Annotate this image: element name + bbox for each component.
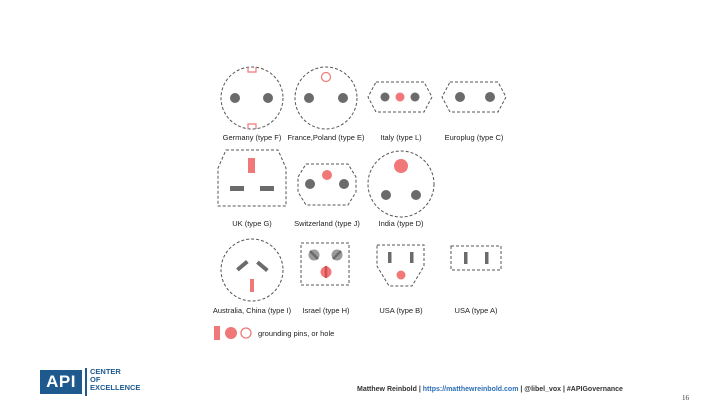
ground-pin-type-b: [396, 270, 406, 280]
legend-round-pin-icon: [225, 327, 237, 339]
legend-hole-icon: [240, 327, 252, 339]
outline-type-d: [367, 150, 435, 218]
legend-text: grounding pins, or hole: [258, 329, 335, 338]
ground-clip-top-type-f: [247, 67, 257, 73]
pin-type-c-left: [455, 92, 465, 102]
pin-type-f-left: [230, 93, 240, 103]
label-type-d: India (type D): [378, 219, 424, 228]
footer-credit: Matthew Reinbold | https://matthewreinbo…: [357, 386, 623, 393]
pin-type-c-right: [485, 92, 495, 102]
outline-type-l: [367, 81, 433, 113]
logo-line-2: OF: [90, 375, 101, 384]
pin-type-b-right: [410, 252, 414, 263]
pin-type-l-left: [380, 92, 390, 102]
label-type-c: Europlug (type C): [444, 133, 504, 142]
footer-social: | @libel_vox | #APIGovernance: [520, 386, 623, 393]
label-type-f: Germany (type F): [222, 133, 282, 142]
pin-type-g-right: [260, 186, 274, 191]
ground-pin-type-i: [250, 279, 254, 292]
pin-type-d-left: [381, 190, 391, 200]
ground-pin-type-d: [394, 159, 408, 173]
label-type-j: Switzerland (type J): [294, 219, 360, 228]
outline-type-f: [220, 66, 284, 130]
footer-author: Matthew Reinbold |: [357, 386, 421, 393]
pin-type-e-right: [338, 93, 348, 103]
api-center-of-excellence-logo: API CENTER OF EXCELLENCE: [40, 366, 160, 396]
outline-type-j: [297, 163, 357, 206]
outline-type-i: [220, 238, 284, 302]
outline-type-e: [294, 66, 358, 130]
ground-pin-type-g: [248, 158, 255, 173]
outline-type-b: [376, 244, 425, 287]
pin-type-a-left: [464, 252, 468, 264]
pin-type-e-left: [304, 93, 314, 103]
page-number: 16: [682, 394, 689, 402]
pin-type-f-right: [263, 93, 273, 103]
legend-pin-icon: [214, 326, 220, 340]
ground-pin-type-j: [322, 170, 332, 180]
pin-type-g-left: [230, 186, 244, 191]
outline-type-h: [300, 242, 350, 286]
pin-type-a-right: [485, 252, 489, 264]
logo-line-1: CENTER: [90, 367, 121, 376]
logo-divider: [85, 368, 87, 396]
ground-clip-bottom-type-f: [247, 123, 257, 129]
outline-type-g: [217, 149, 287, 207]
pin-type-d-right: [411, 190, 421, 200]
label-type-e: France,Poland (type E): [287, 133, 365, 142]
outline-type-a: [450, 245, 502, 271]
logo-mark: API: [40, 370, 82, 394]
label-type-l: Italy (type L): [380, 133, 422, 142]
ground-hole-type-e: [320, 71, 332, 83]
pin-type-l-right: [410, 92, 420, 102]
label-type-h: Israel (type H): [302, 306, 350, 315]
label-type-i: Australia, China (type I): [212, 306, 292, 315]
logo-line-3: EXCELLENCE: [90, 383, 141, 392]
footer-url-link[interactable]: https://matthewreinbold.com: [422, 386, 519, 393]
pin-type-i-left: [236, 259, 249, 272]
pin-type-j-left: [305, 179, 315, 189]
pin-type-b-left: [388, 252, 392, 263]
pin-type-j-right: [339, 179, 349, 189]
label-type-a: USA (type A): [454, 306, 498, 315]
label-type-g: UK (type G): [232, 219, 272, 228]
label-type-b: USA (type B): [379, 306, 423, 315]
pin-type-i-right: [256, 260, 269, 273]
ground-pin-type-l: [395, 92, 405, 102]
outline-type-c: [441, 81, 507, 113]
